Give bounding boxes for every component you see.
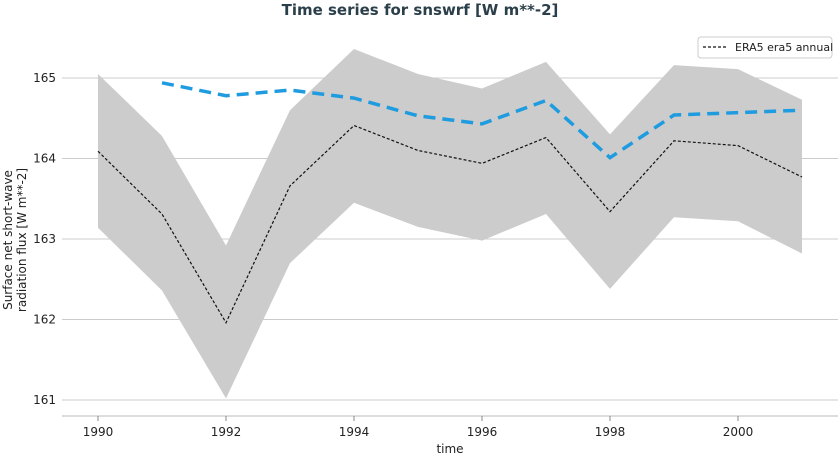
x-axis-label: time [436, 442, 463, 456]
range-band [98, 49, 802, 399]
legend: ERA5 era5 annual [697, 36, 833, 59]
y-tick-label: 165 [33, 71, 56, 85]
x-tick-label: 2000 [723, 425, 754, 439]
legend-label: ERA5 era5 annual [735, 41, 833, 54]
legend-box [697, 36, 833, 59]
y-tick-label: 162 [33, 313, 56, 327]
x-tick-label: 1990 [83, 425, 114, 439]
x-tick-label: 1992 [211, 425, 242, 439]
x-tick-label: 1998 [595, 425, 626, 439]
y-axis-label-line-2: radiation flux [W m**-2] [15, 168, 29, 312]
y-tick-label: 161 [33, 393, 56, 407]
y-tick-label: 164 [33, 152, 56, 166]
chart-title: Time series for snswrf [W m**-2] [282, 1, 559, 19]
y-tick-label: 163 [33, 232, 56, 246]
x-tick-label: 1996 [467, 425, 498, 439]
x-tick-label: 1994 [339, 425, 370, 439]
era5-series-line [97, 124, 803, 325]
y-axis-label-line-1: Surface net short-wave [1, 170, 15, 310]
y-axis-label: Surface net short-wave radiation flux [W… [1, 168, 29, 312]
blue-series-line [161, 81, 803, 160]
